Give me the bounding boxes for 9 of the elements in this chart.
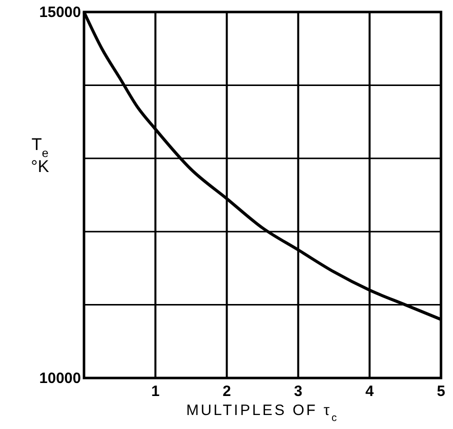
x-axis-title: MULTIPLES OF τ$_{c}$ bbox=[186, 402, 339, 424]
y-tick-label: 10000 bbox=[39, 370, 81, 387]
x-tick-label: 4 bbox=[365, 383, 374, 400]
x-tick-label: 1 bbox=[151, 383, 160, 400]
x-tick-label: 5 bbox=[436, 383, 446, 400]
y-tick-label: 15000 bbox=[39, 4, 81, 21]
y-axis-title: T$_{e}$ °K bbox=[30, 135, 50, 176]
x-tick-label: 2 bbox=[222, 383, 231, 400]
x-tick-label: 3 bbox=[294, 383, 302, 400]
